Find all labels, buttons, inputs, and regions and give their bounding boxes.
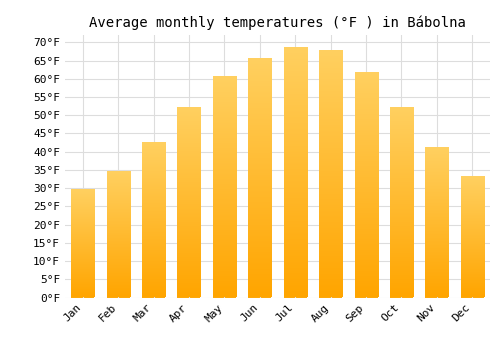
Bar xyxy=(106,172,130,298)
Title: Average monthly temperatures (°F ) in Bábolna: Average monthly temperatures (°F ) in Bá… xyxy=(89,15,466,30)
Bar xyxy=(142,142,165,298)
Bar xyxy=(426,148,448,298)
Bar xyxy=(461,177,484,298)
Bar xyxy=(284,48,306,298)
Bar xyxy=(71,190,94,298)
Bar xyxy=(354,73,378,298)
Bar xyxy=(213,77,236,298)
Bar xyxy=(178,108,201,298)
Bar xyxy=(248,59,272,298)
Bar xyxy=(390,108,413,298)
Bar xyxy=(319,51,342,298)
